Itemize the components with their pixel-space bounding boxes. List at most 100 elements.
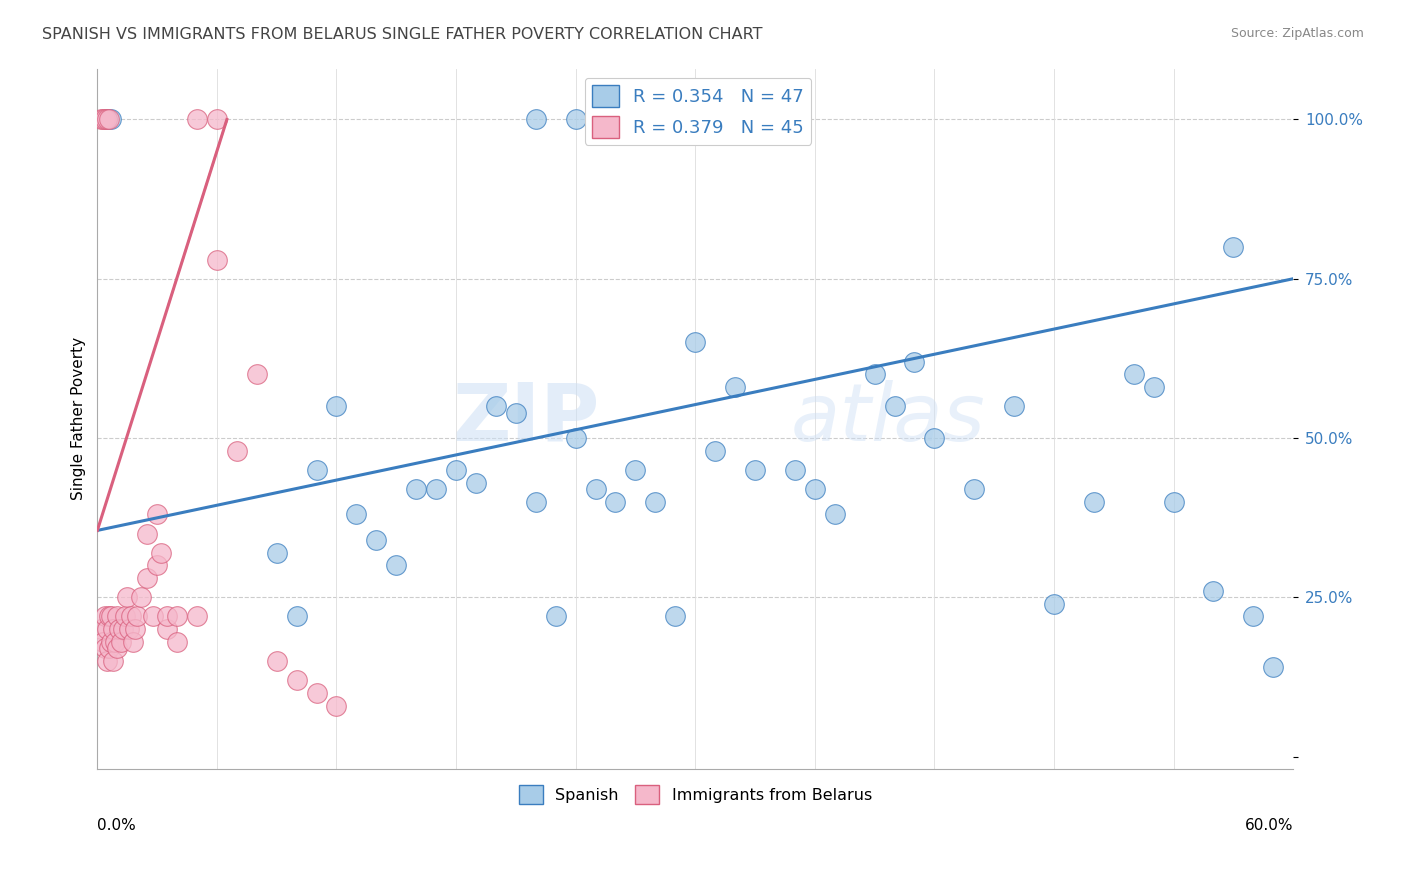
- Point: [644, 494, 666, 508]
- Point: [98, 112, 121, 127]
- Point: [1202, 583, 1225, 598]
- Point: [366, 533, 388, 547]
- Point: [117, 591, 139, 605]
- Point: [90, 112, 112, 127]
- Point: [118, 622, 141, 636]
- Point: [94, 641, 117, 656]
- Point: [114, 609, 136, 624]
- Text: 0.0%: 0.0%: [97, 818, 136, 833]
- Point: [1142, 380, 1164, 394]
- Point: [103, 622, 125, 636]
- Point: [112, 622, 135, 636]
- Y-axis label: Single Father Poverty: Single Father Poverty: [72, 337, 86, 500]
- Text: atlas: atlas: [790, 380, 986, 458]
- Point: [100, 635, 122, 649]
- Point: [156, 609, 179, 624]
- Point: [524, 112, 547, 127]
- Point: [266, 654, 288, 668]
- Point: [744, 463, 766, 477]
- Point: [783, 463, 806, 477]
- Point: [305, 686, 328, 700]
- Point: [110, 635, 132, 649]
- Point: [136, 571, 159, 585]
- Point: [105, 641, 128, 656]
- Point: [325, 698, 347, 713]
- Point: [863, 368, 886, 382]
- Point: [1241, 609, 1264, 624]
- Point: [883, 399, 905, 413]
- Point: [166, 609, 188, 624]
- Point: [105, 609, 128, 624]
- Point: [724, 380, 747, 394]
- Point: [205, 252, 228, 267]
- Point: [136, 526, 159, 541]
- Point: [824, 508, 846, 522]
- Point: [285, 609, 308, 624]
- Text: 60.0%: 60.0%: [1244, 818, 1294, 833]
- Point: [804, 482, 827, 496]
- Point: [166, 635, 188, 649]
- Point: [146, 558, 169, 573]
- Point: [1163, 494, 1185, 508]
- Point: [924, 431, 946, 445]
- Point: [205, 112, 228, 127]
- Point: [1002, 399, 1025, 413]
- Point: [624, 463, 647, 477]
- Point: [444, 463, 467, 477]
- Point: [465, 475, 488, 490]
- Point: [385, 558, 408, 573]
- Point: [1122, 368, 1144, 382]
- Point: [108, 622, 131, 636]
- Point: [405, 482, 427, 496]
- Point: [683, 335, 706, 350]
- Point: [1043, 597, 1066, 611]
- Point: [96, 622, 118, 636]
- Point: [156, 622, 179, 636]
- Text: SPANISH VS IMMIGRANTS FROM BELARUS SINGLE FATHER POVERTY CORRELATION CHART: SPANISH VS IMMIGRANTS FROM BELARUS SINGL…: [42, 27, 762, 42]
- Point: [122, 635, 145, 649]
- Point: [129, 591, 152, 605]
- Point: [585, 482, 607, 496]
- Point: [564, 431, 586, 445]
- Point: [186, 609, 208, 624]
- Point: [1263, 660, 1285, 674]
- Point: [150, 546, 173, 560]
- Point: [425, 482, 447, 496]
- Point: [605, 494, 627, 508]
- Point: [103, 654, 125, 668]
- Point: [100, 112, 122, 127]
- Legend: Spanish, Immigrants from Belarus: Spanish, Immigrants from Belarus: [512, 778, 879, 811]
- Point: [96, 654, 118, 668]
- Text: Source: ZipAtlas.com: Source: ZipAtlas.com: [1230, 27, 1364, 40]
- Point: [96, 112, 118, 127]
- Point: [704, 443, 727, 458]
- Point: [903, 354, 925, 368]
- Point: [91, 112, 114, 127]
- Point: [127, 609, 149, 624]
- Point: [524, 494, 547, 508]
- Point: [564, 112, 586, 127]
- Point: [1083, 494, 1105, 508]
- Point: [142, 609, 165, 624]
- Point: [505, 405, 527, 419]
- Point: [90, 622, 112, 636]
- Point: [91, 635, 114, 649]
- Point: [266, 546, 288, 560]
- Point: [96, 112, 118, 127]
- Point: [305, 463, 328, 477]
- Point: [104, 635, 127, 649]
- Point: [346, 508, 368, 522]
- Point: [98, 609, 121, 624]
- Text: ZIP: ZIP: [453, 380, 599, 458]
- Point: [544, 609, 567, 624]
- Point: [186, 112, 208, 127]
- Point: [94, 609, 117, 624]
- Point: [120, 609, 142, 624]
- Point: [285, 673, 308, 687]
- Point: [98, 641, 121, 656]
- Point: [94, 112, 117, 127]
- Point: [325, 399, 347, 413]
- Point: [963, 482, 986, 496]
- Point: [225, 443, 247, 458]
- Point: [146, 508, 169, 522]
